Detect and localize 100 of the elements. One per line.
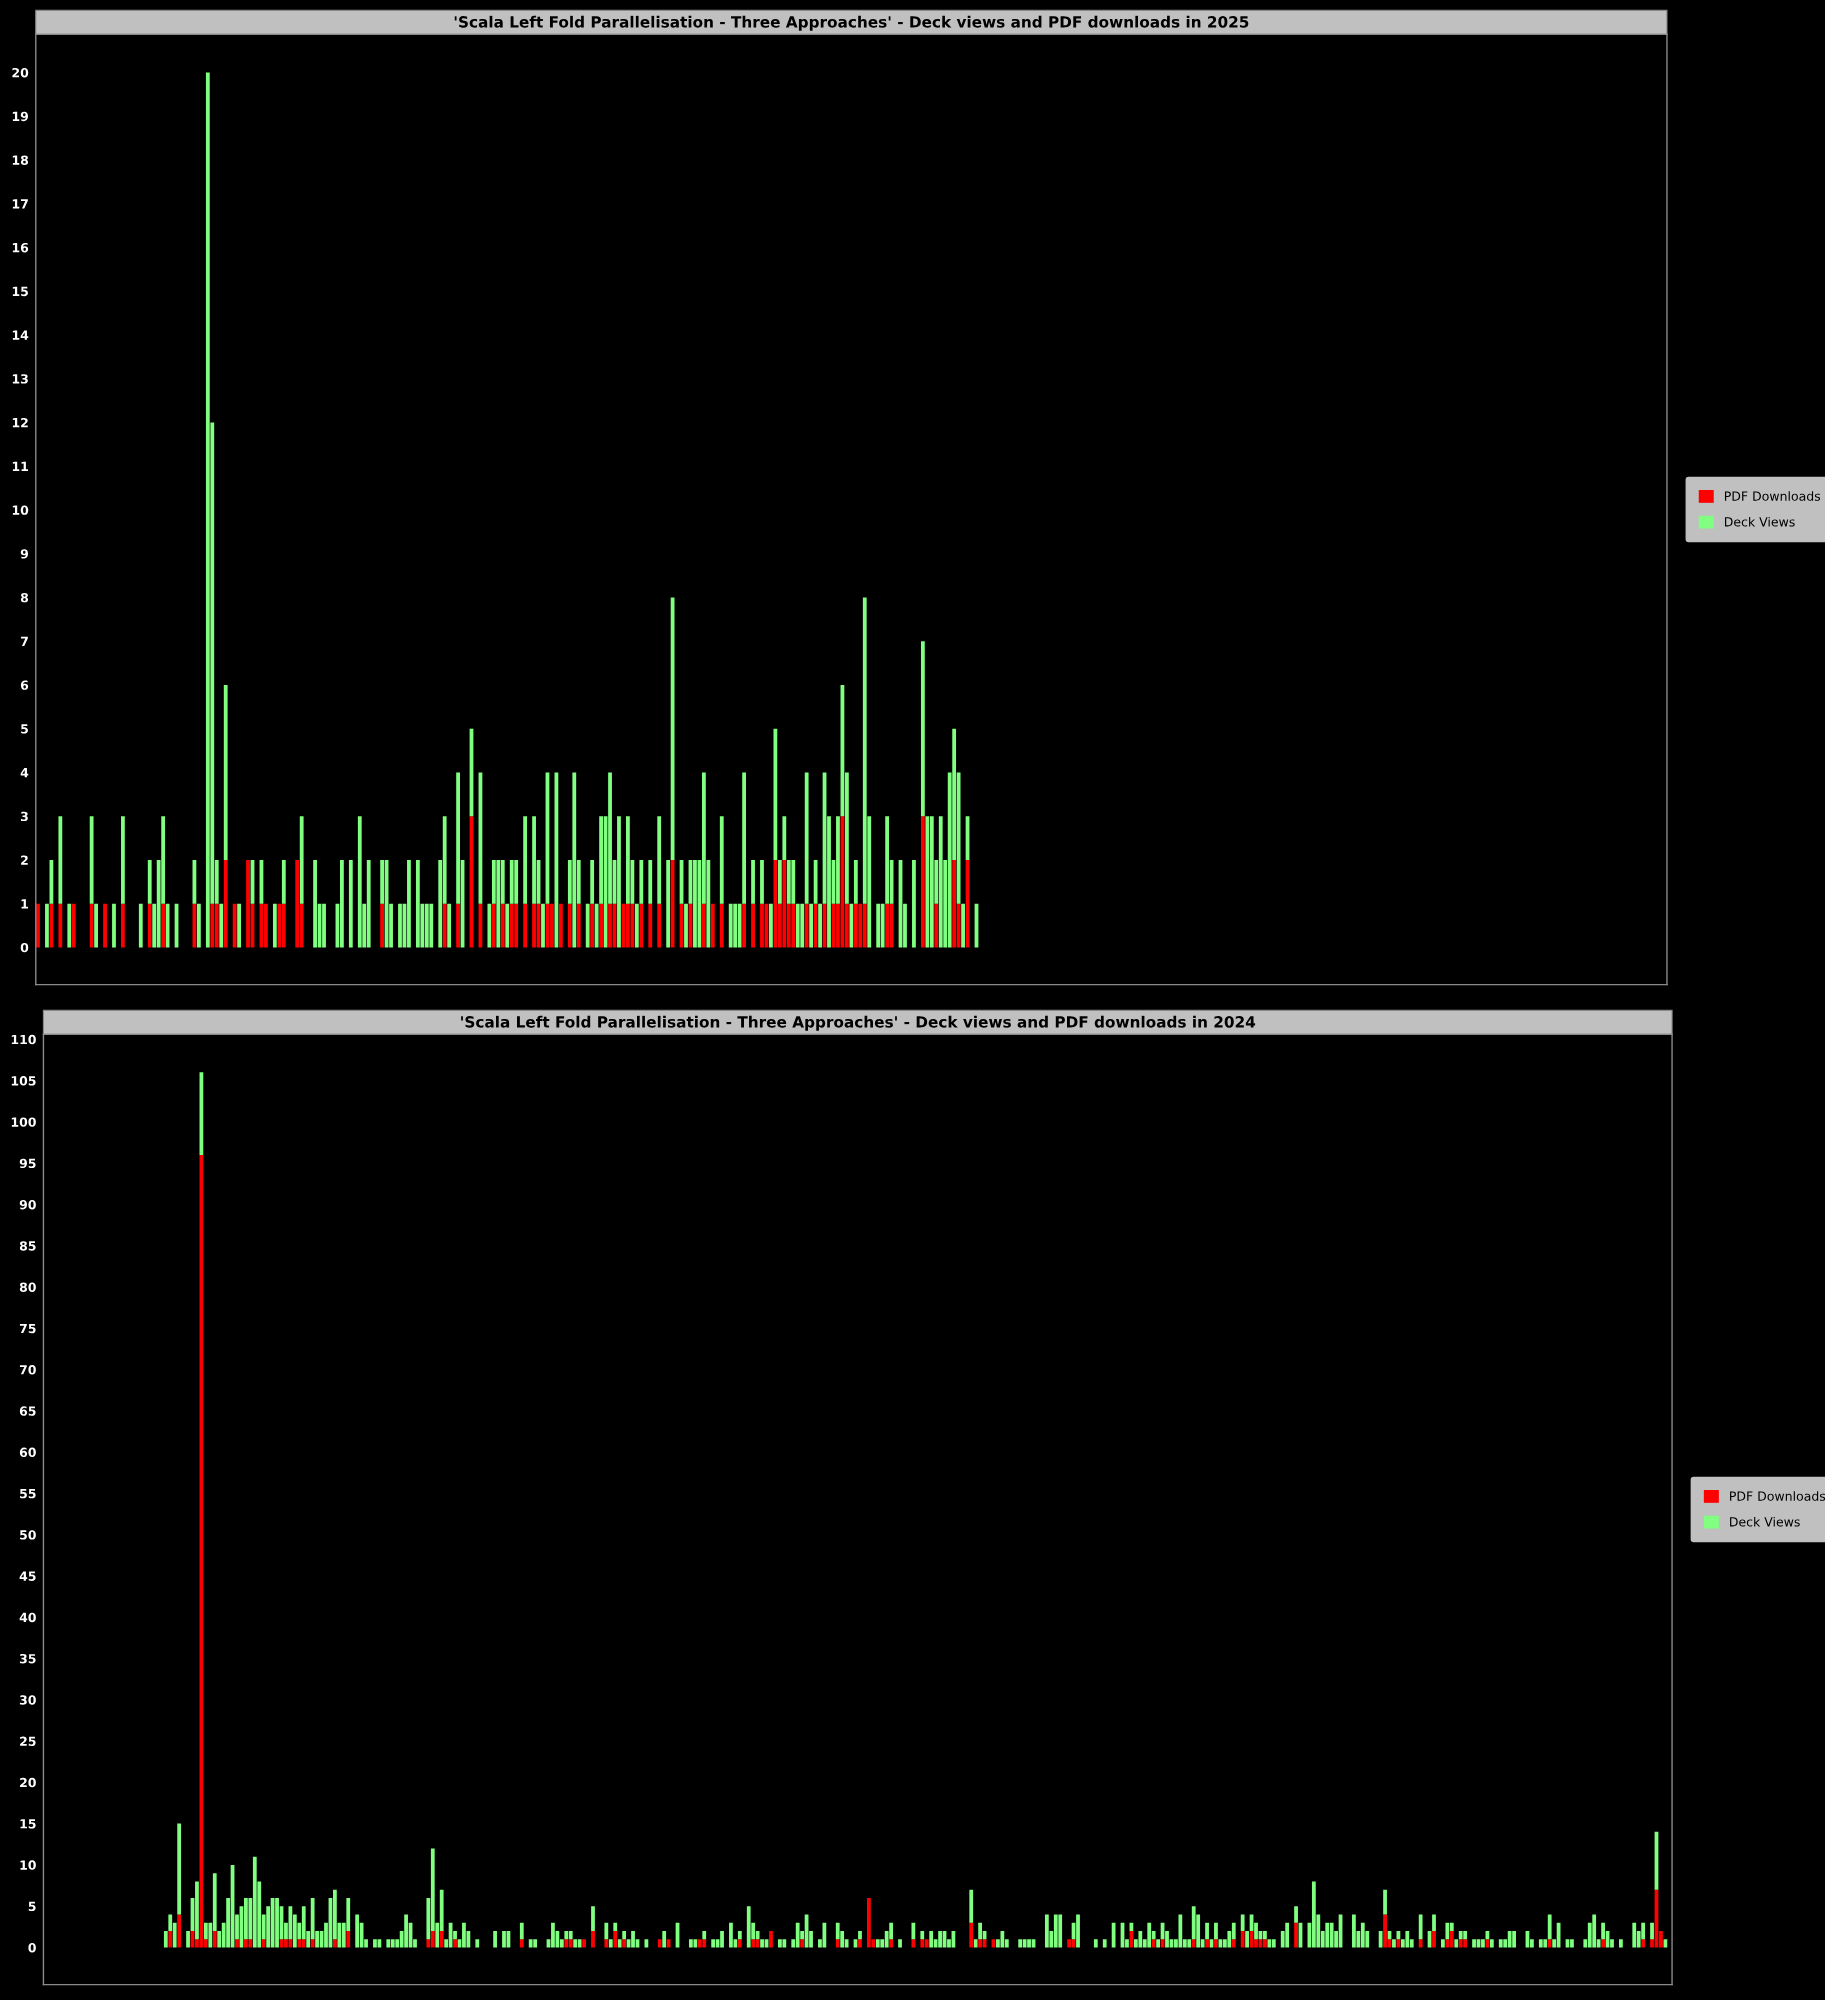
- bar: [866, 1897, 871, 1948]
- bar: [165, 903, 170, 948]
- bar: [630, 903, 635, 948]
- bar: [751, 903, 755, 948]
- bar: [572, 772, 577, 948]
- bar: [688, 1939, 693, 1948]
- y-tick-label: 10: [12, 505, 29, 515]
- bar: [978, 1922, 983, 1940]
- bar: [496, 859, 501, 948]
- bar: [719, 903, 724, 948]
- bar: [281, 903, 286, 948]
- bar: [795, 903, 800, 948]
- bar: [684, 903, 688, 948]
- bar: [697, 1939, 702, 1948]
- bar: [1240, 1930, 1245, 1948]
- bar: [710, 903, 715, 948]
- bar: [161, 903, 166, 948]
- bar: [1512, 1930, 1516, 1948]
- bar: [613, 1930, 618, 1948]
- bar: [1067, 1939, 1072, 1948]
- bar: [1022, 1939, 1027, 1948]
- bar: [284, 1939, 288, 1948]
- bar: [533, 1939, 538, 1948]
- bar: [493, 1930, 497, 1948]
- y-tick-label: 8: [20, 592, 29, 603]
- bar: [701, 903, 706, 948]
- bar: [1538, 1939, 1543, 1948]
- y-tick-label: 30: [19, 1695, 36, 1705]
- bar: [657, 816, 662, 904]
- bar: [1076, 1914, 1080, 1948]
- bar: [404, 1914, 408, 1948]
- bar: [138, 903, 143, 948]
- bar: [978, 1939, 983, 1948]
- bar: [631, 1930, 635, 1948]
- bar: [1592, 1914, 1597, 1948]
- bar: [45, 903, 49, 948]
- bar: [728, 903, 733, 948]
- bar: [1205, 1939, 1209, 1948]
- bar: [147, 903, 152, 948]
- bar: [719, 816, 724, 904]
- bar: [1102, 1939, 1107, 1948]
- bar: [576, 903, 581, 948]
- bar: [112, 903, 116, 948]
- bar: [232, 903, 237, 948]
- bar: [1191, 1939, 1196, 1948]
- bar: [532, 816, 536, 904]
- bar: [1432, 1930, 1436, 1948]
- bar: [582, 1939, 586, 1948]
- bar: [103, 903, 107, 948]
- bar: [281, 859, 286, 904]
- bar: [1311, 1881, 1316, 1948]
- bar: [911, 1922, 916, 1940]
- bar: [751, 1939, 756, 1948]
- bar: [666, 1939, 671, 1948]
- bar: [809, 903, 814, 948]
- bar: [246, 859, 250, 948]
- bar: [737, 903, 742, 948]
- bar: [1601, 1939, 1605, 1948]
- bar: [1187, 1939, 1192, 1948]
- bar: [390, 1939, 395, 1948]
- bar: [591, 1906, 595, 1931]
- y-tick-label: 17: [12, 199, 28, 209]
- y-tick-label: 11: [12, 461, 28, 471]
- y-tick-label: 85: [19, 1241, 36, 1251]
- bar: [1093, 1939, 1098, 1948]
- bar: [666, 859, 671, 948]
- y-tick-label: 6: [20, 680, 29, 690]
- bar: [858, 1930, 862, 1940]
- bar: [264, 903, 268, 948]
- y-tick-label: 1: [21, 899, 28, 909]
- bar: [1418, 1939, 1423, 1948]
- bar: [773, 728, 778, 860]
- bar: [299, 816, 304, 904]
- bar: [862, 903, 867, 948]
- bar: [773, 859, 778, 948]
- bar: [487, 903, 492, 948]
- bar: [577, 1939, 582, 1948]
- bar: [407, 859, 411, 948]
- bar: [813, 903, 818, 948]
- bar: [1641, 1939, 1646, 1948]
- bar: [1027, 1939, 1031, 1948]
- bar: [920, 1939, 925, 1948]
- bar: [380, 903, 385, 948]
- bar: [604, 1922, 609, 1940]
- bar: [1543, 1939, 1548, 1948]
- y-tick-label: 80: [19, 1282, 36, 1292]
- bar: [760, 903, 764, 948]
- bar: [849, 903, 854, 948]
- bar: [889, 1939, 894, 1948]
- bar: [519, 1922, 524, 1940]
- bar: [564, 1939, 569, 1948]
- bar: [89, 903, 94, 948]
- bar: [348, 859, 353, 948]
- bar: [333, 1939, 337, 1948]
- bar: [355, 1914, 360, 1948]
- y-tick-label: 5: [28, 1901, 36, 1912]
- bar: [223, 684, 228, 860]
- bar: [626, 816, 630, 904]
- bar: [366, 859, 371, 948]
- bar: [1458, 1930, 1463, 1940]
